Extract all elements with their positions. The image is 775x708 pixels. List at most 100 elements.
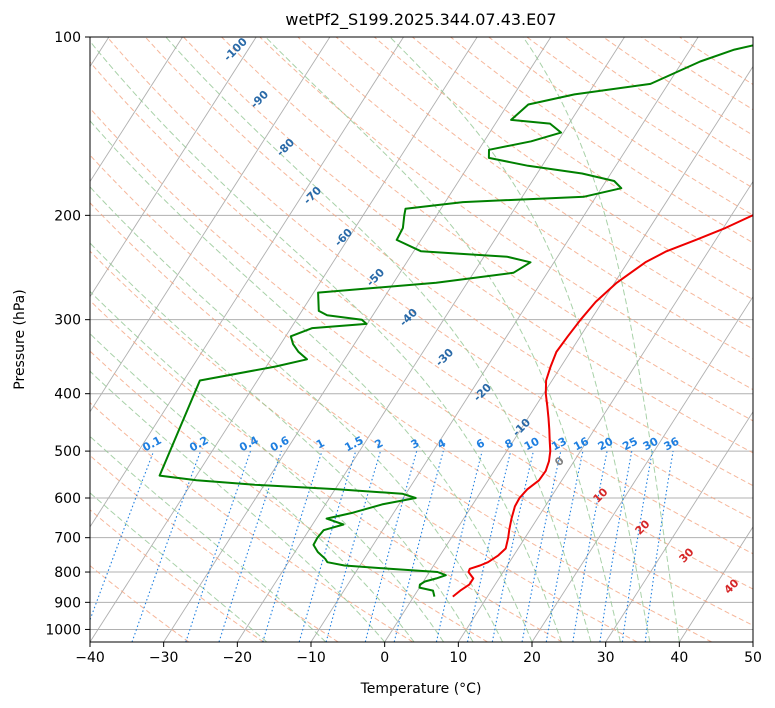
mixing-ratio-line xyxy=(572,450,608,642)
x-tick-label: −30 xyxy=(149,650,179,666)
mixing-ratio-label: 13 xyxy=(549,435,569,454)
mixing-ratio-line xyxy=(364,450,418,642)
moist-adiabat-line xyxy=(389,37,651,642)
mixing-ratio-line xyxy=(435,450,483,642)
dry-adiabat-line xyxy=(144,37,753,487)
y-tick-label: 200 xyxy=(54,208,81,224)
pressure-gridlines xyxy=(90,37,753,630)
mixing-ratio-label: 30 xyxy=(641,435,661,454)
mixing-ratio-label: 10 xyxy=(522,435,542,454)
isotherm-line xyxy=(90,37,404,528)
dry-adiabat-line xyxy=(90,299,563,642)
chart-title: wetPf2_S199.2025.344.07.43.E07 xyxy=(285,10,556,30)
x-tick-label: −10 xyxy=(296,650,326,666)
mixing-ratio-line xyxy=(521,450,562,642)
plot-background xyxy=(90,37,753,642)
y-tick-label: 800 xyxy=(54,565,81,581)
x-tick-label: 40 xyxy=(670,650,688,666)
dry-adiabats xyxy=(90,37,753,642)
moist-adiabat-line xyxy=(90,332,415,642)
dry-adiabat-line xyxy=(450,37,753,244)
mixing-ratio-line xyxy=(218,450,282,642)
y-tick-label: 900 xyxy=(54,595,81,611)
moist-adiabat-line xyxy=(90,242,474,642)
mixing-ratio-label: 36 xyxy=(662,435,682,454)
mixing-ratio-line xyxy=(131,450,202,642)
moist-adiabat-line xyxy=(90,435,327,642)
dry-adiabat-line xyxy=(90,202,712,642)
x-tick-label: 0 xyxy=(380,650,389,666)
y-tick-label: 400 xyxy=(54,387,81,403)
dry-adiabat-line xyxy=(183,37,753,454)
isotherm-line xyxy=(163,37,552,642)
dry-adiabat-line xyxy=(373,37,753,301)
isotherm-line xyxy=(531,295,753,642)
x-tick-label: 10 xyxy=(449,650,467,666)
y-tick-label: 1000 xyxy=(45,622,81,638)
dry-adiabat-line xyxy=(259,37,753,391)
dry-adiabat-line xyxy=(526,37,753,189)
isotherm-line xyxy=(384,65,753,642)
mixing-ratio-line xyxy=(393,450,444,642)
x-tick-label: 30 xyxy=(597,650,615,666)
dry-adiabat-line xyxy=(90,250,638,642)
mixing-ratio-line xyxy=(599,450,633,642)
y-axis-label: Pressure (hPa) xyxy=(12,289,28,389)
moist-adiabat-line xyxy=(90,40,562,642)
plot-frame xyxy=(89,36,754,643)
x-axis-ticks: −40 −30 −20 −10 0 10 20 30 40 50 xyxy=(75,642,762,666)
x-tick-label: 20 xyxy=(523,650,541,666)
mixing-ratio-line xyxy=(644,451,674,642)
moist-adiabat-line xyxy=(90,186,503,642)
moist-adiabat-line xyxy=(522,37,680,642)
x-tick-label: 50 xyxy=(744,650,762,666)
dry-adiabat-line xyxy=(106,37,753,520)
isotherm-line xyxy=(752,641,753,642)
mixing-ratio-line xyxy=(185,450,252,642)
y-tick-label: 500 xyxy=(54,444,81,460)
dry-adiabat-line xyxy=(90,107,753,590)
y-tick-label: 100 xyxy=(54,30,81,46)
moist-adiabat-line xyxy=(90,370,386,642)
moist-adiabat-line xyxy=(90,492,268,642)
dry-adiabat-line xyxy=(90,509,264,642)
isotherm-line xyxy=(90,37,331,413)
mixing-ratio-line xyxy=(298,450,357,642)
moist-adiabat-line xyxy=(165,37,592,642)
dry-adiabat-line xyxy=(564,37,753,163)
dewpoint-profile-line xyxy=(158,44,753,597)
dry-adiabat-line xyxy=(335,37,753,330)
mixing-ratio-label: 25 xyxy=(620,435,640,454)
sounding-series xyxy=(158,44,753,598)
mixing-ratio-line xyxy=(466,450,512,642)
y-tick-label: 700 xyxy=(54,531,81,547)
dry-adiabat-line xyxy=(90,154,753,626)
x-tick-label: −20 xyxy=(223,650,253,666)
mixing-ratio-label: 16 xyxy=(571,435,591,454)
isotherm-line xyxy=(310,37,699,642)
mixing-ratio-line xyxy=(491,450,534,642)
y-tick-label: 300 xyxy=(54,313,81,329)
temperature-profile-line xyxy=(452,214,753,598)
dry-adiabat-line xyxy=(90,61,753,555)
plot-area: 0.1 0.2 0.4 0.6 1 1.5 2 3 4 6 8 10 13 16 20 25 30 36-100-… xyxy=(90,37,753,642)
y-axis-ticks: 100 200 300 400 500 600 700 800 900 1000 xyxy=(45,30,90,638)
mixing-ratio-line xyxy=(545,450,584,642)
isotherm-line xyxy=(236,37,625,642)
isotherm-line xyxy=(90,37,183,183)
mixing-ratio-lines xyxy=(90,450,674,642)
isotherm-line xyxy=(605,410,753,642)
x-tick-label: −40 xyxy=(75,650,105,666)
isotherm-line xyxy=(678,526,753,642)
isotherm-line xyxy=(90,37,478,642)
mixing-ratio-line xyxy=(262,450,323,642)
mixing-ratio-line xyxy=(621,451,653,642)
moist-adiabat-line xyxy=(90,120,533,642)
dry-adiabat-line xyxy=(297,37,753,360)
mixing-ratio-label: 20 xyxy=(596,435,616,454)
x-axis-label: Temperature (°C) xyxy=(360,681,482,697)
isotherm-line xyxy=(90,37,257,298)
mixing-ratio-line xyxy=(325,450,382,642)
y-tick-label: 600 xyxy=(54,491,81,507)
